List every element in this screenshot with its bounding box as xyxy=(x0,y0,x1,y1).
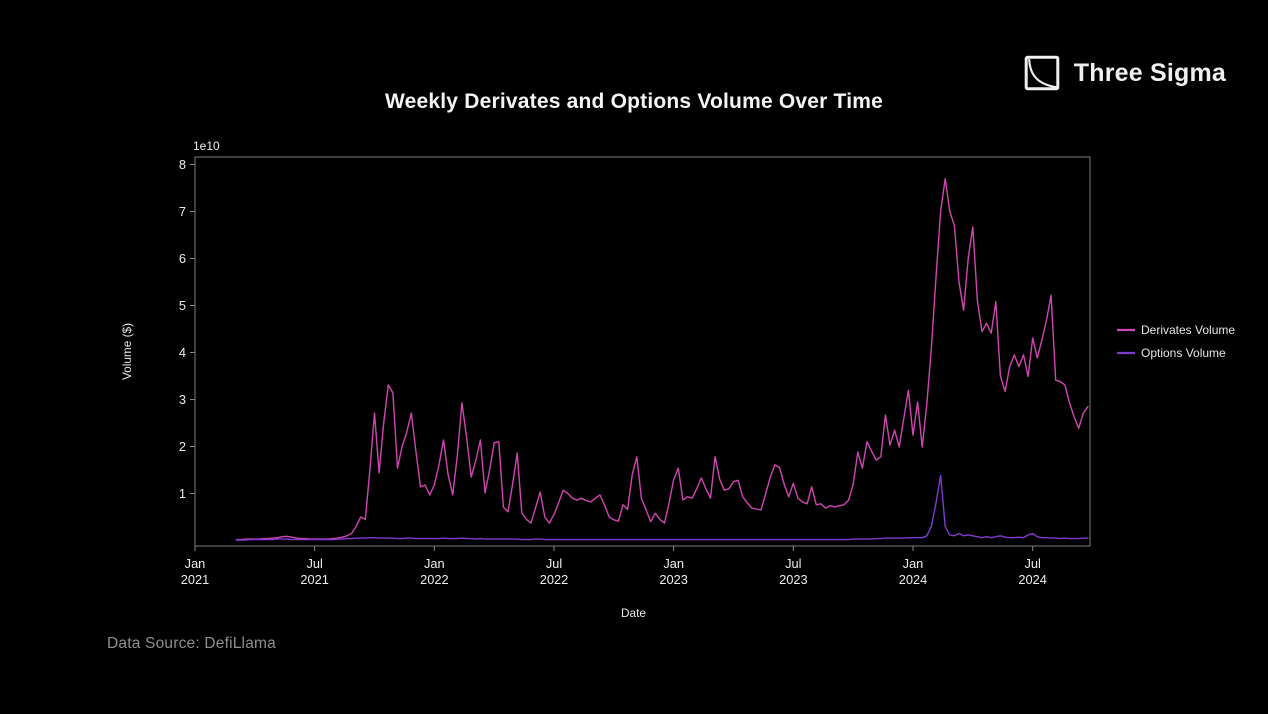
x-tick-label: Jul 2021 xyxy=(300,556,328,587)
derivates-volume-line xyxy=(235,177,1089,541)
y-tick-label: 5 xyxy=(179,298,186,313)
x-tick-label: Jan 2024 xyxy=(899,556,927,587)
x-tick-label: Jul 2023 xyxy=(779,556,807,587)
three-sigma-logo-text: Three Sigma xyxy=(1073,58,1226,87)
plot-area xyxy=(194,156,1091,547)
x-tick-label: Jul 2022 xyxy=(540,556,568,587)
x-axis-label: Date xyxy=(621,606,646,620)
three-sigma-decay-curve-icon xyxy=(1024,55,1060,91)
y-tick-label: 1 xyxy=(179,486,186,501)
x-tick-label: Jan 2023 xyxy=(659,556,687,587)
y-tick-label: 8 xyxy=(179,157,186,172)
y-tick-label: 6 xyxy=(179,251,186,266)
y-tick-label: 2 xyxy=(179,439,186,454)
x-tick-label: Jan 2021 xyxy=(181,556,209,587)
options-volume-line xyxy=(235,474,1089,541)
data-source-label: Data Source: DefiLlama xyxy=(107,635,276,652)
legend-label: Options Volume xyxy=(1141,346,1226,360)
x-tick-label: Jul 2024 xyxy=(1018,556,1046,587)
three-sigma-logo: Three Sigma xyxy=(1023,54,1226,92)
x-tick-label: Jan 2022 xyxy=(420,556,448,587)
legend-label: Derivates Volume xyxy=(1141,323,1235,337)
y-tick-label: 4 xyxy=(179,345,186,360)
y-tick-label: 3 xyxy=(179,392,186,407)
y-tick-label: 7 xyxy=(179,204,186,219)
chart-title: Weekly Derivates and Options Volume Over… xyxy=(384,90,883,113)
y-axis-label: Volume ($) xyxy=(120,323,134,380)
y-axis-offset-label: 1e10 xyxy=(193,139,220,153)
